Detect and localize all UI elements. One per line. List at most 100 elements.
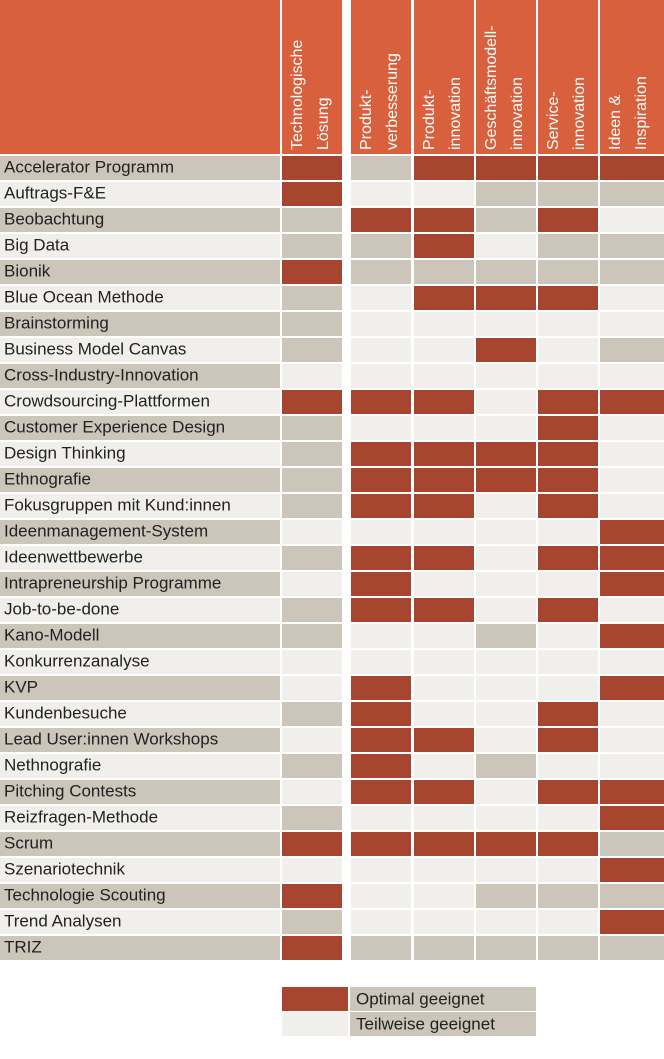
row-label-bg — [0, 234, 280, 258]
cell — [351, 234, 411, 258]
cell — [476, 520, 536, 544]
cell — [476, 546, 536, 570]
cell — [600, 520, 664, 544]
cell — [600, 832, 664, 856]
cell — [538, 338, 598, 362]
cell — [351, 702, 411, 726]
cell — [282, 780, 342, 804]
cell — [351, 806, 411, 830]
column-header: innovation — [447, 77, 464, 150]
row-label-bg — [0, 910, 280, 934]
row-label: Ethnografie — [4, 469, 91, 488]
row-label: Lead User:innen Workshops — [4, 729, 218, 748]
cell — [600, 546, 664, 570]
cell — [538, 234, 598, 258]
cell — [476, 494, 536, 518]
cell — [282, 676, 342, 700]
cell — [600, 234, 664, 258]
row-label: Trend Analysen — [4, 911, 122, 930]
cell — [600, 390, 664, 414]
cell — [414, 546, 474, 570]
cell — [282, 598, 342, 622]
cell — [351, 338, 411, 362]
cell — [351, 910, 411, 934]
cell — [600, 442, 664, 466]
cell — [351, 572, 411, 596]
cell — [538, 442, 598, 466]
row-label-bg — [0, 390, 280, 414]
row-label-bg — [0, 442, 280, 466]
cell — [600, 364, 664, 388]
cell — [282, 546, 342, 570]
cell — [538, 676, 598, 700]
row-label-bg — [0, 338, 280, 362]
row-label-bg — [0, 598, 280, 622]
cell — [414, 598, 474, 622]
row-label: Ideenwettbewerbe — [4, 547, 143, 566]
cell — [600, 598, 664, 622]
cell — [414, 728, 474, 752]
cell — [351, 650, 411, 674]
cell — [414, 260, 474, 284]
cell — [414, 312, 474, 336]
row-label-bg — [0, 650, 280, 674]
cell — [476, 312, 536, 336]
legend-key — [282, 987, 348, 1011]
cell — [351, 624, 411, 648]
row-label: Reizfragen-Methode — [4, 807, 158, 826]
cell — [414, 572, 474, 596]
cell — [538, 208, 598, 232]
cell — [476, 754, 536, 778]
cell — [282, 234, 342, 258]
cell — [282, 442, 342, 466]
cell — [600, 780, 664, 804]
column-header: Service- — [545, 91, 562, 150]
cell — [600, 156, 664, 180]
cell — [538, 832, 598, 856]
cell — [600, 702, 664, 726]
cell — [538, 650, 598, 674]
cell — [282, 754, 342, 778]
cell — [476, 468, 536, 492]
cell — [538, 364, 598, 388]
cell — [351, 364, 411, 388]
cell — [476, 884, 536, 908]
row-label-bg — [0, 806, 280, 830]
cell — [600, 728, 664, 752]
cell — [282, 858, 342, 882]
cell — [282, 156, 342, 180]
cell — [414, 910, 474, 934]
cell — [600, 312, 664, 336]
row-label-bg — [0, 858, 280, 882]
legend-text-bg — [350, 1012, 536, 1036]
cell — [414, 494, 474, 518]
column-header: Lösung — [315, 98, 332, 151]
row-label-bg — [0, 780, 280, 804]
cell — [538, 884, 598, 908]
cell — [538, 702, 598, 726]
cell — [414, 442, 474, 466]
row-label-bg — [0, 884, 280, 908]
row-label: Ideenmanagement-System — [4, 521, 208, 540]
row-label: Szenariotechnik — [4, 859, 125, 878]
cell — [476, 182, 536, 206]
cell — [414, 832, 474, 856]
cell — [476, 260, 536, 284]
row-label-bg — [0, 416, 280, 440]
row-label: KVP — [4, 677, 38, 696]
cell — [476, 208, 536, 232]
row-label: Design Thinking — [4, 443, 126, 462]
cell — [538, 312, 598, 336]
row-label: Customer Experience Design — [4, 417, 225, 436]
row-label-bg — [0, 182, 280, 206]
cell — [538, 182, 598, 206]
cell — [538, 260, 598, 284]
row-label-bg — [0, 520, 280, 544]
cell — [476, 858, 536, 882]
row-label-bg — [0, 260, 280, 284]
cell — [282, 806, 342, 830]
cell — [282, 520, 342, 544]
cell — [414, 806, 474, 830]
cell — [414, 468, 474, 492]
row-label: Nethnografie — [4, 755, 101, 774]
